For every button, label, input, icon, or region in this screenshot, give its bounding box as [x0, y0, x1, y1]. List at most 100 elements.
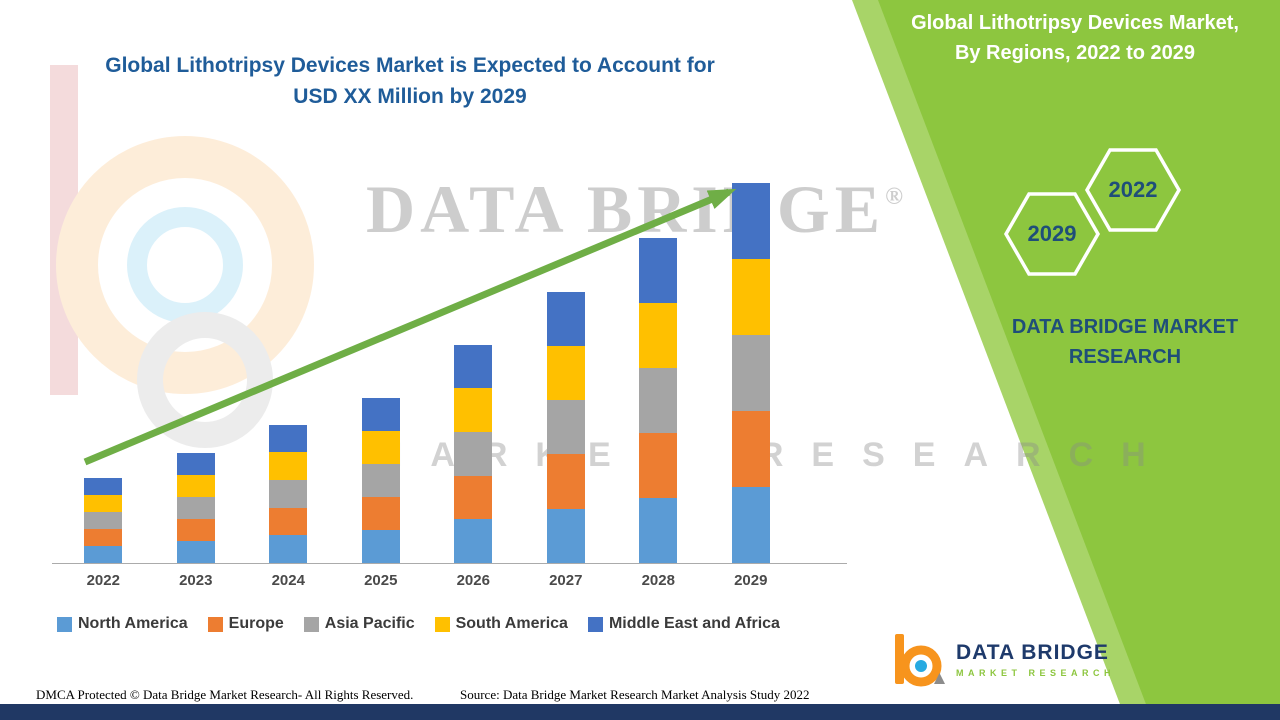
bar-segment-middle-east-and-africa	[639, 238, 678, 303]
bar-segment-middle-east-and-africa	[546, 291, 585, 346]
bar-segment-europe	[639, 433, 678, 498]
legend-label: North America	[78, 615, 188, 632]
hexagon-2022	[1084, 148, 1182, 232]
hexagon-2029-label: 2029	[1028, 221, 1077, 246]
x-axis-labels: 2022 2023 2024 2025 2026 2027 2028 2029	[57, 572, 797, 589]
stacked-bar-2023	[176, 453, 215, 563]
legend-label: Middle East and Africa	[608, 615, 780, 632]
green-panel-shape	[878, 0, 1280, 720]
bar-segment-south-america	[546, 345, 585, 401]
stacked-bar-2027	[546, 291, 585, 563]
bar-column-2028	[612, 238, 705, 563]
company-logo: DATA BRIDGE MARKET RESEARCH	[888, 630, 1115, 688]
bar-segment-europe	[454, 475, 493, 520]
bottom-navy-bar	[0, 704, 1280, 720]
x-axis-line	[52, 563, 847, 564]
bar-segment-europe	[731, 411, 770, 487]
bar-segment-middle-east-and-africa	[454, 344, 493, 389]
bar-segment-europe	[84, 528, 123, 546]
legend-label: South America	[455, 615, 568, 632]
chart-legend: North America Europe Asia Pacific South Ame…	[57, 615, 780, 633]
legend-swatch	[207, 616, 223, 632]
stacked-bar-2029	[731, 183, 770, 563]
bar-segment-south-america	[84, 494, 123, 512]
bar-segment-north-america	[176, 541, 215, 563]
panel-heading-line1: Global Lithotripsy Devices Market,	[911, 12, 1239, 34]
bar-column-2026	[427, 344, 520, 563]
bar-segment-north-america	[639, 498, 678, 563]
bar-segment-south-america	[731, 259, 770, 335]
x-tick-2027: 2027	[549, 572, 583, 589]
chart-title-line2: USD XX Million by 2029	[293, 85, 527, 108]
legend-item-south-america: South America	[434, 615, 568, 633]
bar-segment-asia-pacific	[269, 479, 308, 508]
bar-segment-europe	[176, 519, 215, 541]
bar-column-2025	[335, 397, 428, 563]
x-tick-2028: 2028	[641, 572, 675, 589]
legend-swatch	[587, 616, 603, 632]
hexagon-2029	[1003, 192, 1101, 276]
bar-segment-north-america	[361, 529, 400, 563]
bar-segment-asia-pacific	[454, 431, 493, 476]
logo-tagline: MARKET RESEARCH	[956, 667, 1116, 678]
legend-item-middle-east-and-africa: Middle East and Africa	[587, 615, 780, 633]
bar-segment-europe	[269, 507, 308, 536]
bar-column-2024	[242, 424, 335, 563]
bar-segment-south-america	[454, 388, 493, 432]
legend-item-north-america: North America	[57, 615, 188, 633]
x-tick-2026: 2026	[456, 572, 490, 589]
bar-segment-middle-east-and-africa	[731, 183, 770, 259]
x-tick-2024: 2024	[271, 572, 305, 589]
stacked-bar-2025	[361, 397, 400, 563]
stacked-bar-2026	[454, 344, 493, 563]
bar-segment-south-america	[269, 452, 308, 480]
logo-name: DATA BRIDGE	[956, 640, 1109, 664]
footer-source: Source: Data Bridge Market Research Mark…	[460, 687, 810, 702]
bar-segment-europe	[546, 454, 585, 509]
panel-brand-line2: RESEARCH	[1068, 346, 1182, 368]
stacked-bar-2024	[269, 424, 308, 563]
legend-swatch	[57, 616, 72, 632]
bar-segment-north-america	[454, 519, 493, 563]
x-tick-2029: 2029	[734, 572, 768, 589]
bar-segment-asia-pacific	[84, 511, 123, 529]
chart-title-line1: Global Lithotripsy Devices Market is Exp…	[105, 54, 715, 77]
bar-segment-middle-east-and-africa	[176, 453, 215, 475]
bar-segment-middle-east-and-africa	[361, 397, 400, 431]
logo-mark-icon	[895, 634, 945, 687]
bar-segment-asia-pacific	[361, 463, 400, 497]
bar-column-2022	[57, 477, 150, 563]
bar-segment-north-america	[546, 508, 585, 563]
stacked-bar-2022	[84, 477, 123, 563]
hexagon-2022-label: 2022	[1109, 177, 1158, 202]
bar-segment-north-america	[84, 545, 123, 563]
plot-area	[57, 150, 797, 563]
green-stripe	[852, 0, 1156, 720]
chart-title: Global Lithotripsy Devices Market is Exp…	[40, 50, 780, 112]
panel-brand-text: DATA BRIDGE MARKET RESEARCH	[990, 312, 1260, 372]
registered-mark-icon: ®	[885, 184, 909, 210]
bar-segment-asia-pacific	[546, 400, 585, 455]
bar-segment-asia-pacific	[639, 368, 678, 433]
bar-column-2027	[520, 291, 613, 563]
panel-brand-line1: DATA BRIDGE MARKET	[1011, 316, 1239, 338]
year-hexagons: 2029 2022	[1003, 148, 1182, 276]
legend-swatch	[303, 616, 319, 632]
bar-segment-north-america	[731, 487, 770, 563]
bar-segment-europe	[361, 496, 400, 530]
bar-segment-middle-east-and-africa	[84, 477, 123, 495]
panel-heading-line2: By Regions, 2022 to 2029	[954, 42, 1196, 64]
x-tick-2022: 2022	[86, 572, 120, 589]
panel-heading: Global Lithotripsy Devices Market, By Re…	[880, 8, 1270, 68]
bar-column-2029	[705, 183, 798, 563]
bar-segment-middle-east-and-africa	[269, 424, 308, 453]
bar-segment-south-america	[176, 475, 215, 497]
bar-segment-asia-pacific	[176, 497, 215, 519]
bar-segment-south-america	[361, 430, 400, 464]
bar-column-2023	[150, 453, 243, 563]
x-tick-2025: 2025	[364, 572, 398, 589]
x-tick-2023: 2023	[179, 572, 213, 589]
bar-segment-north-america	[269, 535, 308, 563]
